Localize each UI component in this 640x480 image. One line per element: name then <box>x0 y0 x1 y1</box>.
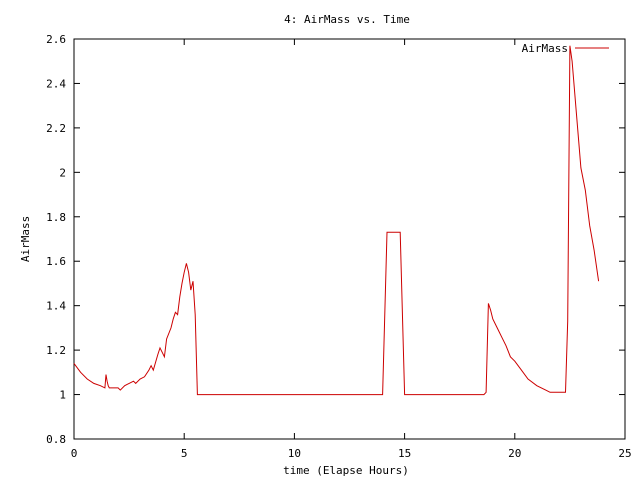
series-line-airmass <box>73 45 600 396</box>
x-tick-label: 5 <box>181 447 188 460</box>
y-tick-label: 1.2 <box>46 344 66 357</box>
y-tick-label: 1.6 <box>46 255 66 268</box>
y-tick-label: 1 <box>59 389 66 402</box>
x-tick-label: 20 <box>508 447 521 460</box>
series-layer <box>73 45 600 396</box>
axis-ticks: 0 5 10 15 20 25 0.8 1 1.2 1.4 1.6 1.8 2 2.2 2.4 2.6 <box>46 33 632 460</box>
y-tick-label: 0.8 <box>46 433 66 446</box>
y-tick-label: 1.4 <box>46 300 66 313</box>
chart-title: 4: AirMass vs. Time <box>284 13 410 26</box>
y-tick-label: 2.2 <box>46 122 66 135</box>
y-tick-label: 1.8 <box>46 211 66 224</box>
x-axis-label: time (Elapse Hours) <box>283 464 409 477</box>
y-tick-label: 2.4 <box>46 77 66 90</box>
legend-label: AirMass <box>522 42 568 55</box>
y-tick-label: 2 <box>59 166 66 179</box>
plot-frame <box>73 38 626 440</box>
x-tick-label: 15 <box>398 447 411 460</box>
x-tick-label: 25 <box>618 447 631 460</box>
y-tick-label: 2.6 <box>46 33 66 46</box>
x-tick-label: 0 <box>71 447 78 460</box>
y-axis-label: AirMass <box>19 216 32 262</box>
x-tick-label: 10 <box>288 447 301 460</box>
legend: AirMass <box>522 42 609 55</box>
